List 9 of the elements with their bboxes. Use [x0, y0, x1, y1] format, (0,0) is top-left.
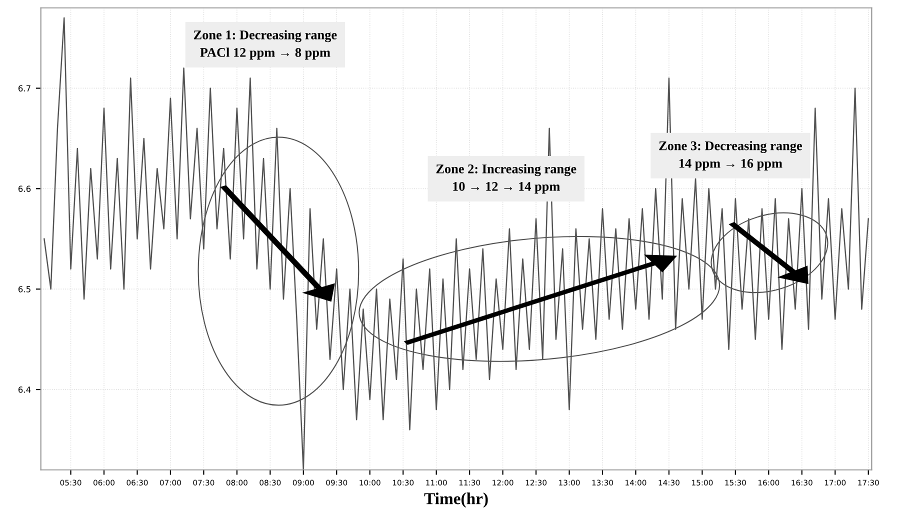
annotation: Zone 3: Decreasing range 14 ppm → 16 ppm: [659, 140, 802, 170]
y-tick-label: 6.4: [18, 386, 31, 393]
y-tick-label: 6.5: [18, 286, 30, 292]
y-tick-label: 6.6: [18, 186, 31, 192]
line-series: [44, 17, 869, 470]
annotation: Zone 1: Decreasing range PACl 12 ppm → 8 ppm: [194, 30, 337, 60]
y-tick-label: 6.7: [18, 85, 30, 92]
annotation: Zone 2: Increasing range 10 → 12 → 14 ppm: [436, 164, 576, 194]
x-axis-title: Time(hr): [424, 492, 488, 508]
